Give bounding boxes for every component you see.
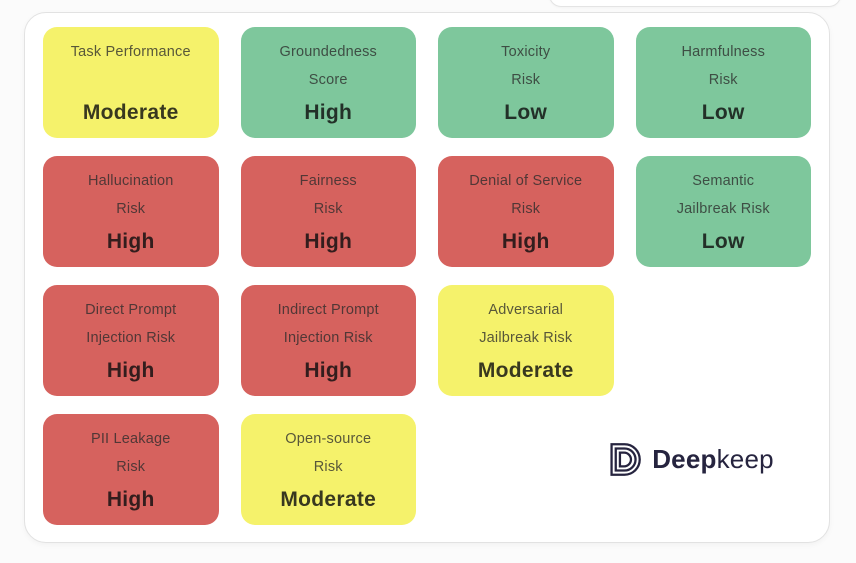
card-label: Open-source Risk: [285, 431, 372, 475]
card-label: Indirect Prompt Injection Risk: [277, 302, 379, 346]
card-indirect-prompt-injection-risk: Indirect Prompt Injection Risk High: [240, 285, 416, 396]
card-value: High: [304, 359, 353, 382]
card-value: High: [501, 230, 550, 253]
card-value: Moderate: [280, 488, 377, 511]
card-label: Adversarial Jailbreak Risk: [479, 302, 573, 346]
card-value: Low: [701, 230, 745, 253]
card-value: High: [304, 230, 353, 253]
empty-cell: [636, 285, 812, 396]
logo-cell: Deepkeep: [504, 404, 856, 515]
card-value: High: [106, 359, 155, 382]
card-label: Semantic Jailbreak Risk: [676, 173, 770, 217]
card-fairness-risk: Fairness Risk High: [240, 156, 416, 267]
card-value: Low: [701, 101, 745, 124]
card-label: Task Performance: [70, 44, 191, 60]
card-label: Hallucination Risk: [87, 173, 174, 217]
top-overlay-tab: [549, 0, 841, 7]
card-value: High: [106, 488, 155, 511]
card-label: Harmfulness Risk: [681, 44, 766, 88]
card-value: Moderate: [82, 101, 179, 124]
card-value: High: [304, 101, 353, 124]
card-adversarial-jailbreak-risk: Adversarial Jailbreak Risk Moderate: [438, 285, 614, 396]
card-denial-of-service-risk: Denial of Service Risk High: [438, 156, 614, 267]
risk-tile-grid: Task Performance Moderate Groundedness S…: [25, 13, 829, 542]
card-pii-leakage-risk: PII Leakage Risk High: [43, 414, 219, 525]
deepkeep-logo: Deepkeep: [607, 441, 774, 478]
card-hallucination-risk: Hallucination Risk High: [43, 156, 219, 267]
card-label: Direct Prompt Injection Risk: [85, 302, 177, 346]
card-value: Moderate: [477, 359, 574, 382]
card-label: Fairness Risk: [299, 173, 357, 217]
card-groundedness-score: Groundedness Score High: [240, 27, 416, 138]
risk-report-panel: Task Performance Moderate Groundedness S…: [24, 12, 830, 543]
card-toxicity-risk: Toxicity Risk Low: [438, 27, 614, 138]
card-direct-prompt-injection-risk: Direct Prompt Injection Risk High: [43, 285, 219, 396]
card-open-source-risk: Open-source Risk Moderate: [240, 414, 416, 525]
card-task-performance: Task Performance Moderate: [43, 27, 219, 138]
card-value: Low: [504, 101, 548, 124]
card-label: Denial of Service Risk: [469, 173, 583, 217]
deepkeep-d-icon: [610, 443, 641, 476]
card-semantic-jailbreak-risk: Semantic Jailbreak Risk Low: [635, 156, 811, 267]
card-label: PII Leakage Risk: [90, 431, 171, 475]
card-label: Groundedness Score: [279, 44, 378, 88]
logo-text-rest: keep: [716, 444, 774, 474]
logo-wordmark: Deepkeep: [652, 444, 774, 475]
card-value: High: [106, 230, 155, 253]
logo-text-bold: Deep: [652, 444, 717, 474]
card-label: Toxicity Risk: [501, 44, 551, 88]
card-harmfulness-risk: Harmfulness Risk Low: [635, 27, 811, 138]
